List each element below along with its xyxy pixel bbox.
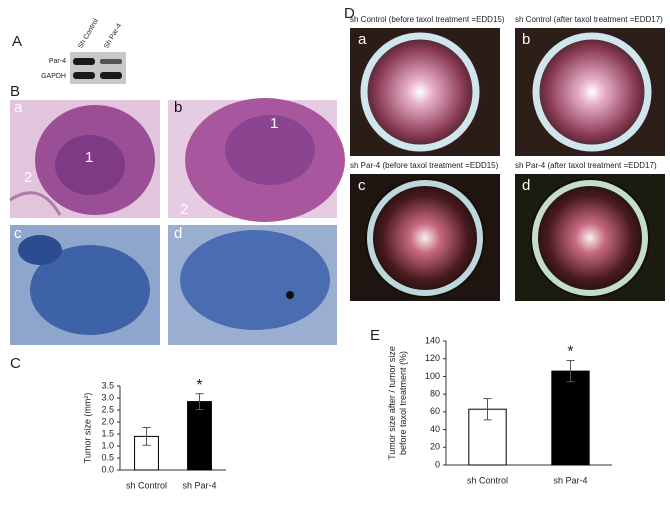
histology-d: d xyxy=(168,225,337,345)
histology-a: a 1 2 xyxy=(9,99,160,218)
band xyxy=(100,72,122,79)
significance-label: * xyxy=(196,377,202,394)
region-mark: 1 xyxy=(270,115,278,132)
photo-caption: sh Control (after taxol treatment =EDD17… xyxy=(515,15,663,24)
photo-d: sh Par-4 (after taxol treatment =EDD17) … xyxy=(515,161,665,301)
y-tick-label: 0.0 xyxy=(101,464,114,474)
lane-label: Sh Control xyxy=(77,17,100,50)
image-letter: c xyxy=(14,225,22,242)
bar xyxy=(551,370,590,466)
photo-caption: sh Control (before taxol treatment =EDD1… xyxy=(350,15,505,24)
y-tick-label: 0.5 xyxy=(101,452,114,462)
y-tick-label: 0 xyxy=(435,459,440,469)
y-axis-label: Tumor size (mm²) xyxy=(82,393,92,464)
x-tick-label: sh Control xyxy=(126,480,167,490)
y-tick-label: 60 xyxy=(430,406,440,416)
panel-label: C xyxy=(10,355,21,372)
photo-c: sh Par-4 (before taxol treatment =EDD15)… xyxy=(350,161,500,301)
photo-b: sh Control (after taxol treatment =EDD17… xyxy=(515,15,665,156)
y-tick-label: 3.5 xyxy=(101,380,114,390)
histology-b: b 1 2 xyxy=(168,98,345,222)
region-mark: 2 xyxy=(24,169,32,186)
x-tick-label: sh Par-4 xyxy=(182,480,216,490)
image-letter: d xyxy=(174,225,182,242)
y-axis-label: before taxol treatment (%) xyxy=(398,351,408,455)
image-letter: a xyxy=(14,99,23,116)
row-label: Par-4 xyxy=(49,58,66,65)
x-tick-label: sh Par-4 xyxy=(553,475,587,485)
photo-caption: sh Par-4 (before taxol treatment =EDD15) xyxy=(350,161,499,170)
panel-label: A xyxy=(12,33,22,50)
y-tick-label: 2.5 xyxy=(101,404,114,414)
region-mark: 1 xyxy=(85,149,93,166)
bar xyxy=(187,401,212,471)
blot-membrane xyxy=(70,52,126,84)
image-letter: c xyxy=(358,177,366,194)
x-tick-label: sh Control xyxy=(467,475,508,485)
image-letter: b xyxy=(174,99,182,116)
y-axis-label: Tumor size after / tumor size xyxy=(387,346,397,460)
y-tick-label: 3.0 xyxy=(101,392,114,402)
y-tick-label: 40 xyxy=(430,424,440,434)
y-tick-label: 140 xyxy=(425,335,440,345)
y-tick-label: 80 xyxy=(430,389,440,399)
y-tick-label: 20 xyxy=(430,442,440,452)
image-letter: b xyxy=(522,31,530,48)
photo-a: sh Control (before taxol treatment =EDD1… xyxy=(350,15,505,156)
band xyxy=(100,59,122,64)
row-label: GAPDH xyxy=(41,73,66,80)
band xyxy=(73,72,95,79)
y-tick-label: 2.0 xyxy=(101,416,114,426)
region-mark: 2 xyxy=(180,201,188,218)
image-letter: a xyxy=(358,31,367,48)
lane-label: Sh Par-4 xyxy=(103,22,123,50)
y-tick-label: 1.5 xyxy=(101,428,114,438)
y-tick-label: 1.0 xyxy=(101,440,114,450)
panel-label: B xyxy=(10,83,20,100)
band xyxy=(73,58,95,65)
y-tick-label: 120 xyxy=(425,353,440,363)
western-blot: Sh Control Sh Par-4 Par-4 GAPDH xyxy=(41,17,126,84)
panel-label: D xyxy=(344,5,355,22)
photo-caption: sh Par-4 (after taxol treatment =EDD17) xyxy=(515,161,657,170)
panel-label: E xyxy=(370,327,380,344)
image-letter: d xyxy=(522,177,530,194)
histology-c: c xyxy=(10,225,160,345)
significance-label: * xyxy=(567,344,573,361)
y-tick-label: 100 xyxy=(425,371,440,381)
